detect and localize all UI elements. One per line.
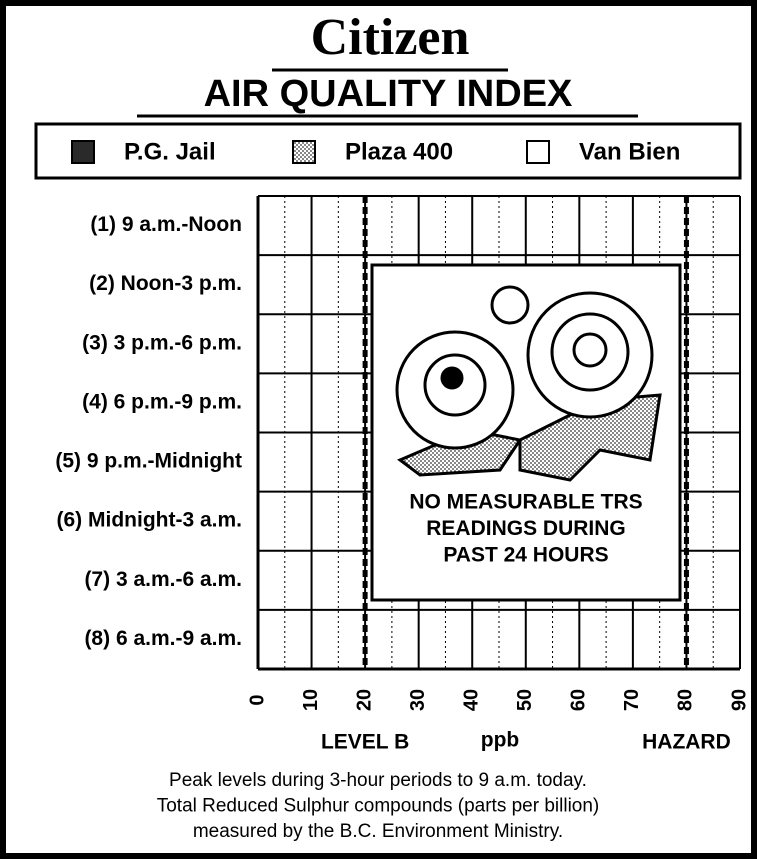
- legend-swatch: [527, 141, 549, 163]
- legend-swatch: [72, 141, 94, 163]
- y-tick-label: (8) 6 a.m.-9 a.m.: [84, 627, 242, 650]
- chart-title: Citizen: [311, 9, 470, 66]
- chart-subtitle: AIR QUALITY INDEX: [204, 73, 573, 115]
- x-axis-label: ppb: [481, 729, 519, 752]
- annotation-text: PAST 24 HOURS: [443, 544, 608, 567]
- x-tick-label: 40: [461, 689, 483, 711]
- y-tick-label: (5) 9 p.m.-Midnight: [55, 450, 242, 473]
- footnote: measured by the B.C. Environment Ministr…: [193, 821, 563, 842]
- y-tick-label: (4) 6 p.m.-9 p.m.: [82, 390, 242, 413]
- x-tick-label: 70: [621, 689, 643, 711]
- y-tick-label: (3) 3 p.m.-6 p.m.: [82, 331, 242, 354]
- reference-label: LEVEL B: [321, 731, 409, 754]
- x-tick-label: 60: [568, 689, 590, 711]
- y-tick-label: (6) Midnight-3 a.m.: [57, 509, 243, 532]
- footnote: Peak levels during 3-hour periods to 9 a…: [169, 770, 587, 791]
- y-tick-label: (2) Noon-3 p.m.: [89, 272, 242, 295]
- footnote: Total Reduced Sulphur compounds (parts p…: [157, 796, 600, 817]
- legend-label: P.G. Jail: [124, 138, 216, 165]
- annotation-text: READINGS DURING: [426, 517, 626, 540]
- chart: Citizen AIR QUALITY INDEX P.G. Jail Plaza…: [0, 0, 757, 859]
- x-tick-label: 90: [728, 689, 750, 711]
- x-tick-label: 30: [407, 689, 429, 711]
- annotation-text: NO MEASURABLE TRS: [409, 491, 642, 514]
- x-tick-label: 50: [514, 689, 536, 711]
- legend-label: Plaza 400: [345, 138, 453, 165]
- x-tick-label: 10: [300, 689, 322, 711]
- reference-label: HAZARD: [642, 731, 731, 754]
- y-tick-label: (1) 9 a.m.-Noon: [90, 213, 242, 236]
- x-tick-label: 0: [246, 694, 268, 705]
- x-tick-label: 80: [675, 689, 697, 711]
- legend-label: Van Bien: [579, 138, 680, 165]
- legend-swatch: [293, 141, 315, 163]
- x-tick-label: 20: [353, 689, 375, 711]
- y-tick-label: (7) 3 a.m.-6 a.m.: [84, 568, 242, 591]
